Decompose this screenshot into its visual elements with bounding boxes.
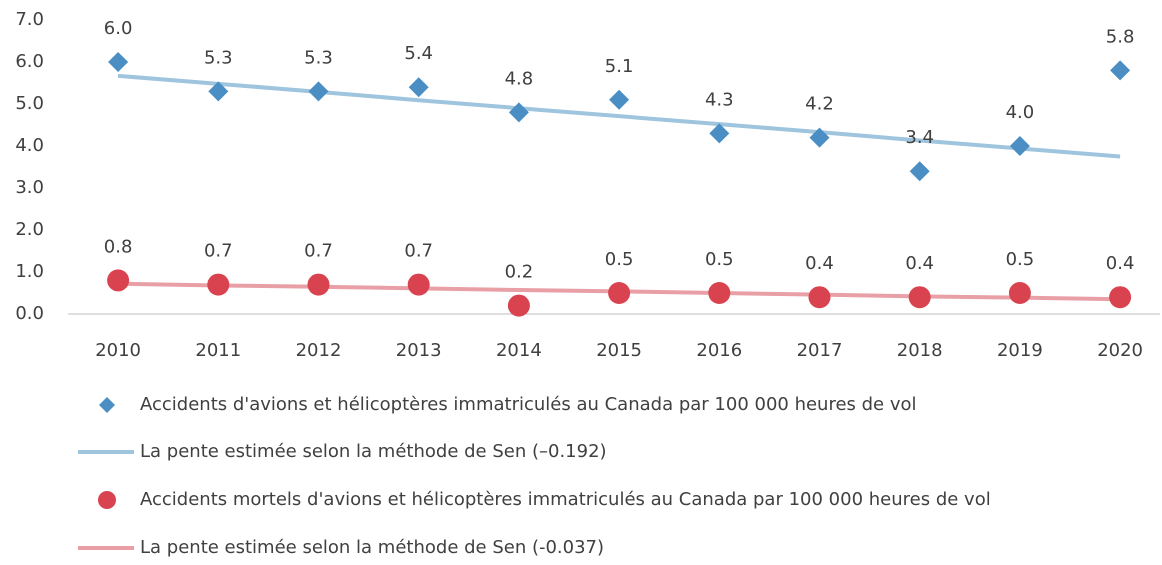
x-tick-label: 2012 bbox=[296, 340, 342, 361]
data-label: 4.8 bbox=[505, 68, 534, 89]
circle-marker bbox=[107, 269, 130, 292]
data-label: 5.3 bbox=[204, 47, 233, 68]
data-label: 3.4 bbox=[905, 127, 934, 148]
data-label: 0.5 bbox=[1006, 249, 1035, 270]
x-tick-label: 2018 bbox=[897, 340, 943, 361]
data-label: 0.4 bbox=[905, 253, 934, 274]
circle-marker bbox=[608, 282, 631, 304]
y-tick-label: 5.0 bbox=[15, 93, 44, 114]
data-label: 6.0 bbox=[104, 18, 133, 39]
x-tick-label: 2010 bbox=[95, 340, 141, 361]
diamond-marker bbox=[609, 89, 630, 110]
data-label: 0.7 bbox=[404, 241, 433, 262]
diamond-marker bbox=[909, 161, 930, 182]
x-tick-label: 2011 bbox=[195, 340, 241, 361]
data-label: 4.0 bbox=[1006, 102, 1035, 123]
data-label: 0.5 bbox=[605, 249, 634, 270]
x-tick-label: 2014 bbox=[496, 340, 542, 361]
data-label: 0.4 bbox=[1106, 253, 1135, 274]
diamond-marker bbox=[308, 81, 329, 102]
x-tick-label: 2019 bbox=[997, 340, 1043, 361]
circle-marker bbox=[507, 294, 530, 317]
y-tick-label: 4.0 bbox=[15, 135, 44, 156]
x-tick-label: 2013 bbox=[396, 340, 442, 361]
legend-label: Accidents mortels d'avions et hélicoptèr… bbox=[140, 489, 991, 510]
y-tick-label: 0.0 bbox=[15, 303, 44, 324]
diamond-marker bbox=[809, 127, 830, 148]
diamond-marker bbox=[108, 52, 129, 72]
x-tick-label: 2017 bbox=[797, 340, 843, 361]
x-tick-label: 2020 bbox=[1097, 340, 1143, 361]
circle-marker bbox=[1109, 286, 1132, 309]
diamond-marker bbox=[1009, 136, 1030, 156]
y-tick-label: 1.0 bbox=[15, 261, 44, 282]
data-label: 5.3 bbox=[304, 47, 333, 68]
legend-label: Accidents d'avions et hélicoptères immat… bbox=[140, 394, 917, 415]
data-label: 5.1 bbox=[605, 56, 634, 77]
data-label: 0.8 bbox=[104, 236, 133, 257]
data-label: 4.3 bbox=[705, 89, 734, 110]
x-tick-label: 2015 bbox=[596, 340, 642, 361]
y-tick-label: 6.0 bbox=[15, 51, 44, 72]
circle-marker bbox=[207, 273, 230, 296]
circle-marker bbox=[1008, 282, 1031, 304]
data-label: 0.7 bbox=[304, 241, 333, 262]
circle-marker bbox=[407, 273, 430, 296]
data-label: 5.8 bbox=[1106, 26, 1135, 47]
legend-circle bbox=[98, 491, 116, 509]
legend-diamond bbox=[99, 397, 115, 413]
circle-marker bbox=[908, 286, 931, 309]
data-label: 0.2 bbox=[505, 262, 534, 283]
y-tick-label: 2.0 bbox=[15, 219, 44, 240]
diamond-marker bbox=[508, 102, 529, 123]
y-tick-label: 7.0 bbox=[15, 9, 44, 30]
circle-marker bbox=[307, 273, 330, 296]
trend-line bbox=[117, 73, 1121, 159]
data-label: 4.2 bbox=[805, 94, 834, 115]
data-label: 5.4 bbox=[404, 43, 433, 64]
data-label: 0.7 bbox=[204, 241, 233, 262]
diamond-marker bbox=[208, 81, 229, 102]
diamond-marker bbox=[1110, 60, 1131, 81]
x-tick-label: 2016 bbox=[696, 340, 742, 361]
data-label: 0.5 bbox=[705, 249, 734, 270]
circle-marker bbox=[708, 282, 731, 304]
diamond-marker bbox=[408, 77, 429, 98]
data-label: 0.4 bbox=[805, 253, 834, 274]
diamond-marker bbox=[709, 123, 730, 144]
circle-marker bbox=[808, 286, 831, 309]
legend-label: La pente estimée selon la méthode de Sen… bbox=[140, 441, 607, 462]
legend-label: La pente estimée selon la méthode de Sen… bbox=[140, 537, 604, 558]
y-tick-label: 3.0 bbox=[15, 177, 44, 198]
